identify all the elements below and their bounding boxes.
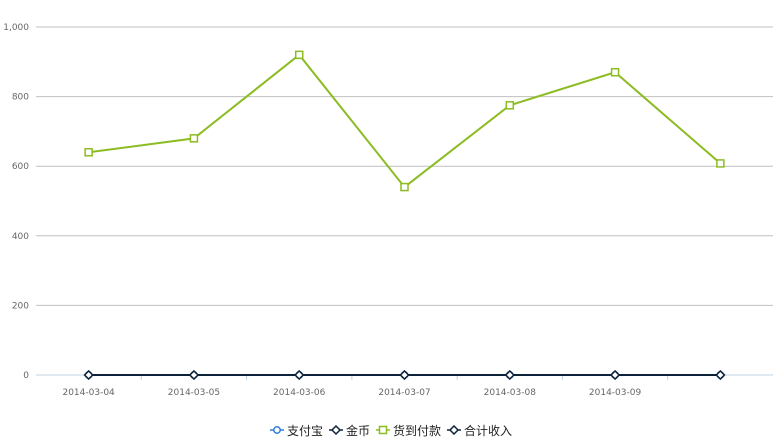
y-tick-label: 400 bbox=[12, 232, 29, 242]
legend: 支付宝 金币 货到付款 合计收入 bbox=[0, 421, 782, 439]
data-point bbox=[188, 369, 199, 381]
y-tick-label: 200 bbox=[12, 301, 29, 311]
data-point bbox=[505, 101, 515, 110]
series-layer bbox=[83, 50, 726, 381]
data-point bbox=[399, 369, 410, 381]
x-tick-label: 2014-03-07 bbox=[378, 388, 430, 398]
x-tick-label: 2014-03-05 bbox=[168, 388, 220, 398]
data-point bbox=[716, 159, 725, 168]
square-marker-icon bbox=[376, 425, 390, 435]
legend-label: 金币 bbox=[345, 423, 370, 438]
legend-label: 支付宝 bbox=[286, 423, 323, 438]
data-point bbox=[400, 182, 409, 192]
data-point bbox=[504, 369, 515, 381]
x-tick-label: 2014-03-04 bbox=[62, 388, 115, 398]
legend-item-total[interactable]: 合计收入 bbox=[447, 422, 512, 439]
data-point bbox=[84, 148, 93, 157]
series-line bbox=[88, 53, 722, 189]
y-tick-label: 0 bbox=[23, 371, 29, 381]
series-diamond bbox=[83, 369, 726, 381]
y-tick-label: 800 bbox=[12, 93, 29, 103]
data-point bbox=[610, 369, 621, 381]
diamond-marker-icon bbox=[328, 425, 343, 435]
legend-item-cod[interactable]: 货到付款 bbox=[376, 422, 441, 439]
data-point bbox=[294, 50, 304, 60]
y-tick-label: 600 bbox=[12, 162, 29, 172]
legend-item-alipay[interactable]: 支付宝 bbox=[269, 422, 323, 439]
x-tick-label: 2014-03-09 bbox=[589, 388, 642, 398]
data-point bbox=[294, 369, 305, 381]
legend-item-coins[interactable]: 金币 bbox=[328, 422, 370, 439]
legend-label: 货到付款 bbox=[393, 423, 442, 438]
circle-marker-icon bbox=[269, 426, 284, 434]
data-point bbox=[83, 369, 94, 381]
y-tick-label: 1,000 bbox=[3, 23, 29, 33]
series-square bbox=[84, 50, 725, 192]
data-point bbox=[189, 134, 199, 143]
x-tick-label: 2014-03-06 bbox=[273, 388, 326, 398]
y-axis: 0 200 400 600 800 1,000 bbox=[3, 23, 29, 381]
data-point bbox=[715, 369, 726, 381]
diamond-marker-icon bbox=[447, 425, 462, 435]
grid-lines bbox=[36, 26, 773, 306]
data-point bbox=[610, 67, 620, 77]
legend-label: 合计收入 bbox=[464, 423, 513, 438]
x-tick-label: 2014-03-08 bbox=[484, 388, 537, 398]
